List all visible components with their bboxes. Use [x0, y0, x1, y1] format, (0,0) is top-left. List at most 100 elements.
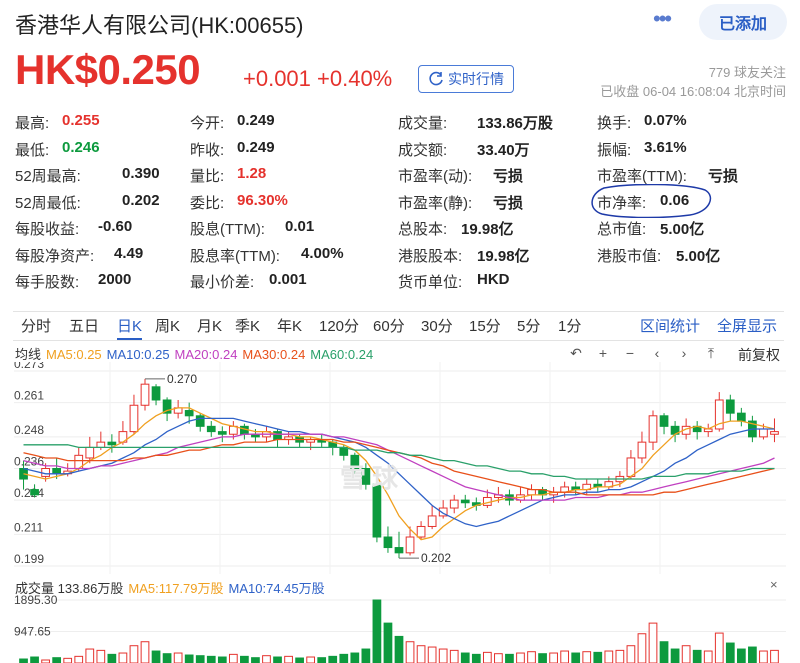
- market-status: 已收盘 06-04 16:08:04 北京时间: [600, 84, 786, 99]
- candle: [74, 447, 84, 472]
- candle-body: [361, 468, 371, 485]
- volume-bar: [681, 645, 691, 663]
- volume-bar: [129, 645, 139, 663]
- more-options-icon[interactable]: •••: [653, 6, 672, 31]
- volume-bar: [85, 648, 95, 663]
- candle: [273, 428, 282, 448]
- tab-period[interactable]: 5分: [517, 318, 541, 335]
- reset-icon[interactable]: ⤒: [707, 345, 715, 361]
- volume-bar: [262, 655, 271, 663]
- scroll-left-icon[interactable]: ‹: [654, 345, 660, 361]
- undo-icon[interactable]: ↶: [570, 345, 582, 361]
- candle: [659, 413, 669, 435]
- candle-body: [449, 499, 459, 509]
- candle: [714, 392, 724, 432]
- tab-period[interactable]: 季K: [235, 318, 261, 335]
- tab-period[interactable]: 分时: [21, 318, 52, 335]
- stat-label: 最低:: [15, 141, 50, 159]
- tab-period[interactable]: 年K: [277, 318, 303, 335]
- period-tabs: 分时 五日 日K 周K 月K 季K 年K 120分 60分 30分 15分 5分 1分 区间统计 全屏显示: [13, 311, 784, 341]
- candle: [140, 378, 150, 411]
- scroll-right-icon[interactable]: ›: [681, 345, 687, 361]
- tab-period[interactable]: 月K: [197, 318, 223, 335]
- stat-label: 振幅:: [597, 141, 632, 159]
- volume-bar: [107, 653, 117, 663]
- candle-body: [460, 499, 470, 504]
- close-volume-icon[interactable]: ×: [770, 577, 778, 592]
- annotation-label: 0.270: [167, 372, 197, 386]
- candle: [350, 452, 360, 474]
- candle: [427, 505, 437, 530]
- candlestick-chart[interactable]: 0.2730.2610.2480.2360.2240.2110.1990.270…: [0, 362, 800, 574]
- stat-value: 19.98亿: [477, 247, 530, 265]
- tab-period[interactable]: 1分: [558, 318, 582, 335]
- tab-period[interactable]: 30分: [421, 318, 453, 335]
- candle-body: [162, 399, 172, 414]
- candle-body: [372, 483, 382, 538]
- candle: [394, 531, 404, 559]
- range-stats-link[interactable]: 区间统计: [640, 318, 701, 335]
- tab-period[interactable]: 五日: [69, 318, 100, 335]
- candle: [317, 434, 327, 448]
- added-watchlist-button[interactable]: 已添加: [699, 4, 787, 40]
- candle: [538, 486, 547, 501]
- volume-bar: [427, 646, 437, 663]
- volume-bar: [195, 655, 205, 663]
- stat-label: 每股收益:: [15, 221, 80, 238]
- volume-bar: [460, 652, 470, 663]
- stat-value: 19.98亿: [461, 221, 514, 238]
- volume-bar: [416, 645, 426, 663]
- stat-value: 0.246: [62, 138, 100, 156]
- zoom-out-icon[interactable]: −: [625, 345, 635, 361]
- tab-period[interactable]: 120分: [319, 318, 360, 335]
- volume-bar: [604, 650, 614, 663]
- followers-count[interactable]: 779 球友关注: [708, 65, 786, 80]
- stat-value: 4.00%: [301, 244, 344, 262]
- tab-period[interactable]: 60分: [373, 318, 405, 335]
- volume-bar: [582, 651, 592, 663]
- candle: [460, 494, 470, 509]
- tab-period[interactable]: 日K: [117, 315, 143, 340]
- fullscreen-link[interactable]: 全屏显示: [717, 318, 778, 335]
- volume-bar: [350, 652, 360, 663]
- candle: [471, 497, 481, 511]
- candle: [736, 407, 746, 427]
- volume-bar: [184, 654, 194, 663]
- stat-label: 昨收:: [190, 141, 225, 159]
- realtime-quote-button[interactable]: 实时行情: [418, 65, 514, 93]
- volume-bar: [63, 657, 73, 663]
- candle: [648, 410, 658, 451]
- volume-bar: [284, 655, 293, 663]
- candle: [405, 526, 415, 556]
- candle-body: [30, 489, 39, 496]
- volume-bar: [736, 648, 746, 663]
- volume-bar: [383, 622, 393, 663]
- adjust-price-toggle[interactable]: 前复权: [738, 347, 780, 363]
- tab-period[interactable]: 周K: [155, 318, 181, 335]
- stat-value: 33.40万: [477, 141, 530, 159]
- candle: [527, 484, 536, 501]
- candle: [217, 426, 227, 443]
- candle-body: [52, 468, 62, 475]
- volume-bar: [162, 653, 172, 663]
- stat-value: 0.202: [122, 191, 160, 209]
- volume-legend: 成交量 133.86万股 MA5:117.79万股 MA10:74.45万股: [15, 578, 330, 597]
- volume-bar: [251, 657, 260, 663]
- volume-bar: [96, 649, 106, 663]
- tab-period[interactable]: 15分: [469, 318, 501, 335]
- hand-drawn-circle-mark: [591, 184, 712, 218]
- volume-bar: [571, 652, 581, 663]
- volume-chart[interactable]: 1895.30 947.65: [0, 594, 800, 663]
- candle: [770, 418, 779, 443]
- ma-line-ma5: [23, 407, 775, 541]
- legend-item: 均线: [15, 347, 42, 362]
- candle: [703, 423, 713, 437]
- stat-value: 133.86万股: [477, 115, 553, 132]
- stat-label: 港股市值:: [597, 247, 662, 265]
- candle-body: [206, 425, 216, 433]
- candle: [206, 421, 216, 437]
- zoom-in-icon[interactable]: +: [598, 345, 608, 361]
- stat-label: 最高:: [15, 115, 50, 132]
- candle-body: [759, 428, 768, 438]
- candle-body: [383, 536, 393, 549]
